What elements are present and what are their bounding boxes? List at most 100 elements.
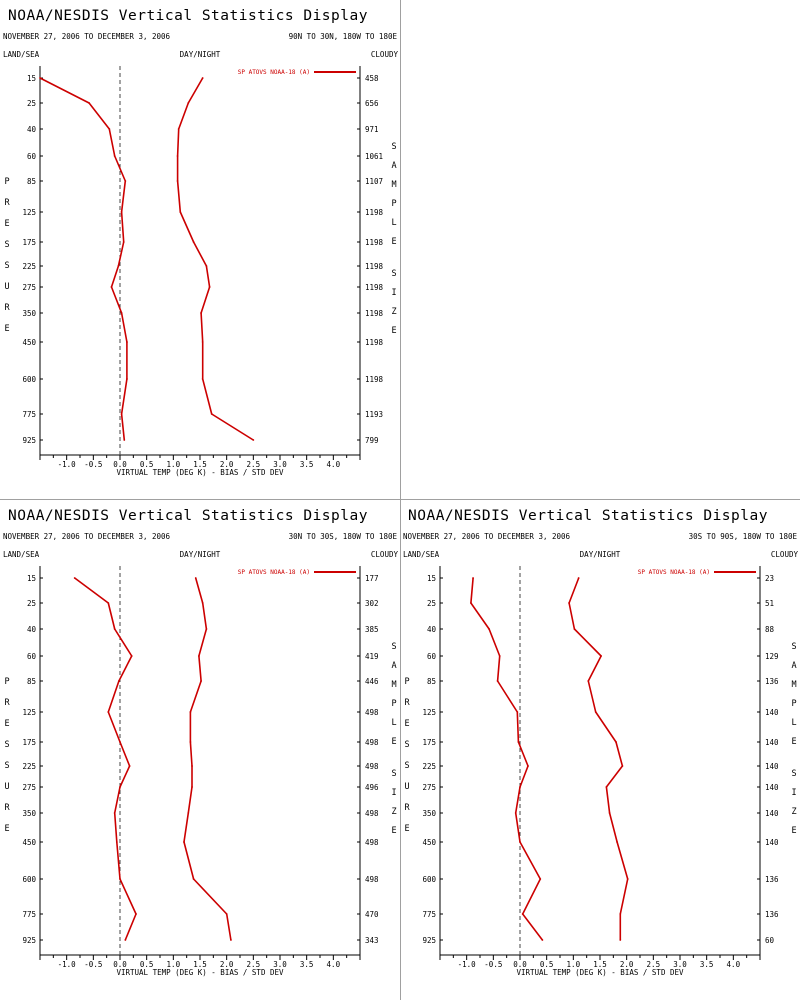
pressure-level-label: 40	[27, 125, 37, 134]
bias-data-point	[128, 765, 131, 767]
bias-data-point	[126, 341, 128, 343]
bias-data-point	[470, 602, 472, 604]
sample-size-label: 385	[365, 625, 379, 634]
pressure-axis-title-letter: U	[404, 782, 409, 792]
sample-size-label: 140	[765, 783, 779, 792]
bias-data-point	[122, 241, 125, 243]
x-tick-label: 3.5	[700, 960, 714, 969]
bias-data-point	[110, 286, 113, 288]
pressure-axis-title-letter: S	[404, 740, 409, 750]
pressure-axis-title-letter: E	[4, 219, 9, 229]
sample-size-axis-title-letter: I	[391, 788, 396, 798]
pressure-level-label: 450	[22, 838, 36, 847]
bias-data-point	[514, 812, 517, 814]
bias-data-point	[123, 439, 126, 441]
pressure-axis-title-letter: U	[4, 782, 9, 792]
pressure-axis-title-letter: E	[4, 719, 9, 729]
pressure-level-label: 925	[22, 436, 36, 445]
sample-size-axis-title-letter: S	[791, 769, 796, 779]
pressure-level-label: 60	[27, 152, 37, 161]
x-tick-label: 3.0	[273, 460, 287, 469]
page-title: NOAA/NESDIS Vertical Statistics Display	[8, 508, 368, 524]
date-range: NOVEMBER 27, 2006 TO DECEMBER 3, 2006	[3, 532, 171, 541]
sample-size-axis-title-letter: L	[391, 218, 396, 228]
bias-series-line	[470, 577, 544, 941]
land-sea-label: LAND/SEA	[403, 550, 440, 559]
sample-size-axis-title-letter: L	[391, 718, 396, 728]
day-night-label: DAY/NIGHT	[180, 50, 221, 59]
pressure-axis-title-letter: R	[4, 303, 10, 313]
day-night-label: DAY/NIGHT	[580, 550, 621, 559]
std_dev-data-point	[230, 939, 232, 941]
pressure-level-label: 175	[22, 238, 36, 247]
pressure-axis-title-letter: R	[404, 698, 410, 708]
sample-size-axis-title-letter: E	[791, 737, 796, 747]
sample-size-label: 971	[365, 125, 379, 134]
sample-size-axis-title-letter: P	[391, 199, 396, 209]
pressure-level-label: 25	[27, 599, 36, 608]
sample-size-label: 1198	[365, 238, 384, 247]
sample-size-label: 1107	[365, 177, 383, 186]
x-tick-label: 1.0	[167, 460, 181, 469]
x-tick-label: -1.0	[58, 960, 77, 969]
std_dev-data-point	[201, 341, 204, 343]
x-axis-title: VIRTUAL TEMP (DEG K) - BIAS / STD DEV	[116, 968, 284, 977]
sample-size-axis-title-letter: M	[391, 180, 396, 190]
sample-size-label: 1193	[365, 410, 383, 419]
pressure-level-label: 350	[22, 309, 36, 318]
x-tick-label: 3.5	[300, 960, 314, 969]
pressure-level-label: 350	[422, 809, 436, 818]
bias-data-point	[118, 680, 120, 682]
pressure-level-label: 85	[27, 177, 36, 186]
pressure-level-label: 275	[422, 783, 436, 792]
legend-label: SP ATOVS NOAA-18 (A)	[638, 569, 710, 576]
std_dev-data-point	[176, 155, 179, 157]
std_dev-series-line	[176, 77, 254, 441]
pressure-axis-title-letter: P	[4, 677, 9, 687]
cloudy-label: CLOUDY	[371, 50, 399, 59]
sample-size-axis-title-letter: A	[791, 661, 796, 671]
bias-series-line	[39, 77, 128, 441]
sample-size-axis-title-letter: S	[391, 142, 396, 152]
pressure-level-label: 125	[422, 708, 436, 717]
pressure-axis-title-letter: R	[4, 198, 10, 208]
sample-size-axis-title-letter: Z	[791, 807, 796, 817]
sample-size-label: 1198	[365, 208, 384, 217]
std_dev-data-point	[619, 939, 622, 941]
std_dev-data-point	[192, 241, 195, 243]
x-tick-label: 0.5	[140, 960, 154, 969]
sample-size-label: 343	[365, 936, 379, 945]
sample-size-axis-title-letter: E	[791, 826, 796, 836]
std_dev-data-point	[187, 812, 190, 814]
stats-panel-north: NOAA/NESDIS Vertical Statistics Display N…	[0, 0, 400, 500]
sample-size-label: 140	[765, 838, 779, 847]
bias-data-point	[120, 312, 123, 314]
bias-series-line	[74, 577, 137, 941]
x-tick-label: -0.5	[84, 460, 102, 469]
sample-size-label: 498	[365, 875, 379, 884]
sample-size-label: 498	[365, 838, 379, 847]
sample-size-label: 656	[365, 99, 379, 108]
std_dev-data-point	[608, 812, 611, 814]
std_dev-data-point	[200, 680, 202, 682]
pressure-level-label: 450	[422, 838, 436, 847]
pressure-axis-title-letter: R	[4, 698, 10, 708]
x-tick-label: 3.0	[673, 960, 687, 969]
std_dev-data-point	[177, 128, 180, 130]
bias-data-point	[107, 602, 110, 604]
pressure-level-label: 175	[422, 738, 436, 747]
page-title: NOAA/NESDIS Vertical Statistics Display	[8, 8, 368, 24]
sample-size-label: 1198	[365, 375, 384, 384]
land-sea-label: LAND/SEA	[3, 550, 40, 559]
bias-data-point	[498, 655, 501, 657]
pressure-axis-title-letter: E	[4, 824, 9, 834]
pressure-level-label: 40	[427, 625, 437, 634]
bias-data-point	[119, 741, 121, 743]
bias-data-point	[73, 577, 76, 579]
sample-size-label: 446	[365, 677, 379, 686]
sample-size-label: 60	[765, 936, 775, 945]
bias-data-point	[108, 128, 111, 130]
sample-size-axis-title-letter: Z	[391, 307, 396, 317]
std_dev-data-point	[200, 312, 202, 314]
std_dev-data-point	[577, 577, 580, 579]
